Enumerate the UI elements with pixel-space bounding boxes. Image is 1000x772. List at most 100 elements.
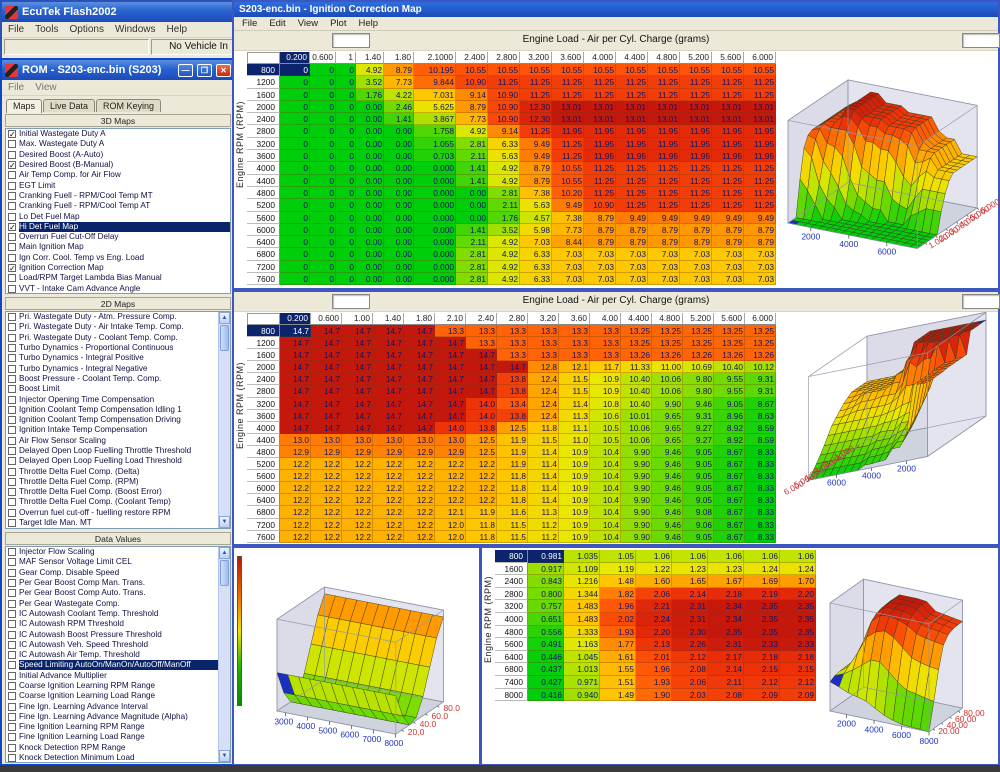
map-cell[interactable]: 13.01 [584,113,616,126]
map-cell[interactable]: 12.9 [404,445,435,459]
map-item[interactable]: VVT - Intake Cam Advance Angle [6,283,230,293]
map-cell[interactable]: 1.77 [600,638,636,651]
map-cell[interactable]: 14.7 [373,397,404,410]
map-cell[interactable]: 0 [280,199,310,212]
map-item[interactable]: Turbo Dynamics - Integral Positive [6,353,218,363]
map-cell[interactable]: 7.03 [616,273,648,286]
map-cell[interactable]: 0.000 [414,260,456,274]
map-cell[interactable]: 12.2 [311,470,342,483]
map-cell[interactable]: 9.27 [683,433,714,446]
row-header[interactable]: 6800 [247,506,280,519]
map-cell[interactable]: 10.5 [590,433,621,446]
map-cell[interactable]: 11.25 [744,76,776,89]
map-cell[interactable]: 8.79 [384,64,414,77]
map-cell[interactable]: 13.01 [616,100,648,114]
row-header[interactable]: 5200 [247,199,280,212]
row-header[interactable]: 1600 [495,562,528,576]
map-cell[interactable]: 2.35 [744,625,780,639]
checkbox[interactable] [8,171,16,180]
map-cell[interactable]: 10.9 [590,385,621,398]
checkbox[interactable] [8,548,16,557]
map-cell[interactable]: 14.7 [435,349,466,362]
map-cell[interactable]: 10.20 [552,186,584,200]
minimize-button[interactable]: — [178,63,193,77]
map-cell[interactable]: 1.96 [600,600,636,613]
map-cell[interactable]: 10.4 [590,530,621,543]
row-header[interactable]: 7400 [495,675,528,689]
checkbox[interactable] [8,609,16,618]
map-cell[interactable]: 2.18 [780,650,816,664]
checkbox[interactable] [8,426,16,435]
map-cell[interactable]: 0 [280,162,310,175]
row-header[interactable]: 7200 [247,260,280,274]
map-cell[interactable]: 11.4 [559,397,590,410]
menu-rom-file[interactable]: File [8,82,25,93]
map-cell[interactable]: 0 [336,273,356,286]
map-cell[interactable]: 13.0 [373,433,404,446]
map-cell[interactable]: 11.25 [680,186,712,200]
row-header[interactable]: 4400 [247,174,280,187]
map-cell[interactable]: 9.49 [648,211,680,224]
map-cell[interactable]: 2.81 [456,273,488,286]
scrollbar[interactable]: ▲ ▼ [218,312,230,528]
map-cell[interactable]: 9.27 [683,421,714,434]
map-cell[interactable]: 11.95 [680,137,712,151]
menu-ign-plot[interactable]: Plot [330,18,347,29]
map-cell[interactable]: 9.55 [714,385,745,398]
map-cell[interactable]: 12.0 [435,530,466,543]
map-cell[interactable]: 11.00 [652,361,683,374]
map-cell[interactable]: 0.000 [414,174,456,187]
checkbox[interactable] [8,374,16,383]
map-cell[interactable]: 11.9 [497,433,528,446]
map-cell[interactable]: 0 [280,211,310,224]
column-header[interactable]: 2.80 [497,313,528,325]
row-header[interactable]: 2000 [247,361,280,374]
map-cell[interactable]: 0.00 [384,162,414,175]
map-cell[interactable]: 8.96 [714,409,745,422]
map-cell[interactable]: 13.3 [559,325,590,338]
map-cell[interactable]: 11.95 [712,150,744,163]
checkbox[interactable]: ✓ [8,130,16,140]
map-cell[interactable]: 1.035 [564,550,600,563]
map-cell[interactable]: 11.25 [488,76,520,89]
row-header[interactable]: 5200 [247,458,280,471]
checkbox[interactable] [8,344,16,353]
map-cell[interactable]: 0.00 [356,260,384,274]
map-cell[interactable]: 12.5 [497,421,528,434]
map-cell[interactable]: 1.67 [708,575,744,588]
map-cell[interactable]: 9.46 [652,445,683,459]
map-cell[interactable]: 12.2 [342,470,373,483]
map-cell[interactable]: 1.06 [780,550,816,563]
map-cell[interactable]: 0 [280,273,310,286]
checkbox[interactable]: ✓ [8,161,16,171]
map-cell[interactable]: 12.2 [311,494,342,507]
map-cell[interactable]: 4.92 [356,64,384,77]
map-cell[interactable]: 8.79 [712,236,744,249]
map-item[interactable]: EGT Limit [6,180,230,190]
close-button[interactable]: ✕ [216,63,231,77]
ecutek-titlebar[interactable]: EcuTek Flash2002 [2,2,235,22]
map-cell[interactable]: 12.2 [466,494,497,507]
map-cell[interactable]: 13.3 [497,325,528,338]
map-cell[interactable]: 14.7 [404,325,435,338]
map-cell[interactable]: 0 [336,199,356,212]
map-item[interactable]: Ign Corr. Cool. Temp vs Eng. Load [6,253,230,263]
checkbox[interactable] [8,140,16,149]
checkbox[interactable] [8,743,16,752]
map-cell[interactable]: 11.5 [497,518,528,531]
map-cell[interactable]: 14.7 [311,325,342,338]
map-cell[interactable]: 12.5 [466,433,497,446]
map-cell[interactable]: 9.05 [714,397,745,410]
map-cell[interactable]: 0.00 [384,186,414,200]
map-cell[interactable]: 11.25 [648,199,680,212]
map-cell[interactable]: 13.25 [714,337,745,350]
map-cell[interactable]: 11.95 [744,150,776,163]
checkbox[interactable] [8,416,16,425]
map-item[interactable]: Injector Flow Scaling [6,547,218,557]
map-cell[interactable]: 1.24 [744,562,780,576]
scroll-track[interactable] [219,324,230,516]
menu-ign-view[interactable]: View [297,18,319,29]
map-cell[interactable]: 11.25 [552,137,584,151]
map-cell[interactable]: 10.90 [488,113,520,126]
map-cell[interactable]: 2.26 [672,638,708,651]
